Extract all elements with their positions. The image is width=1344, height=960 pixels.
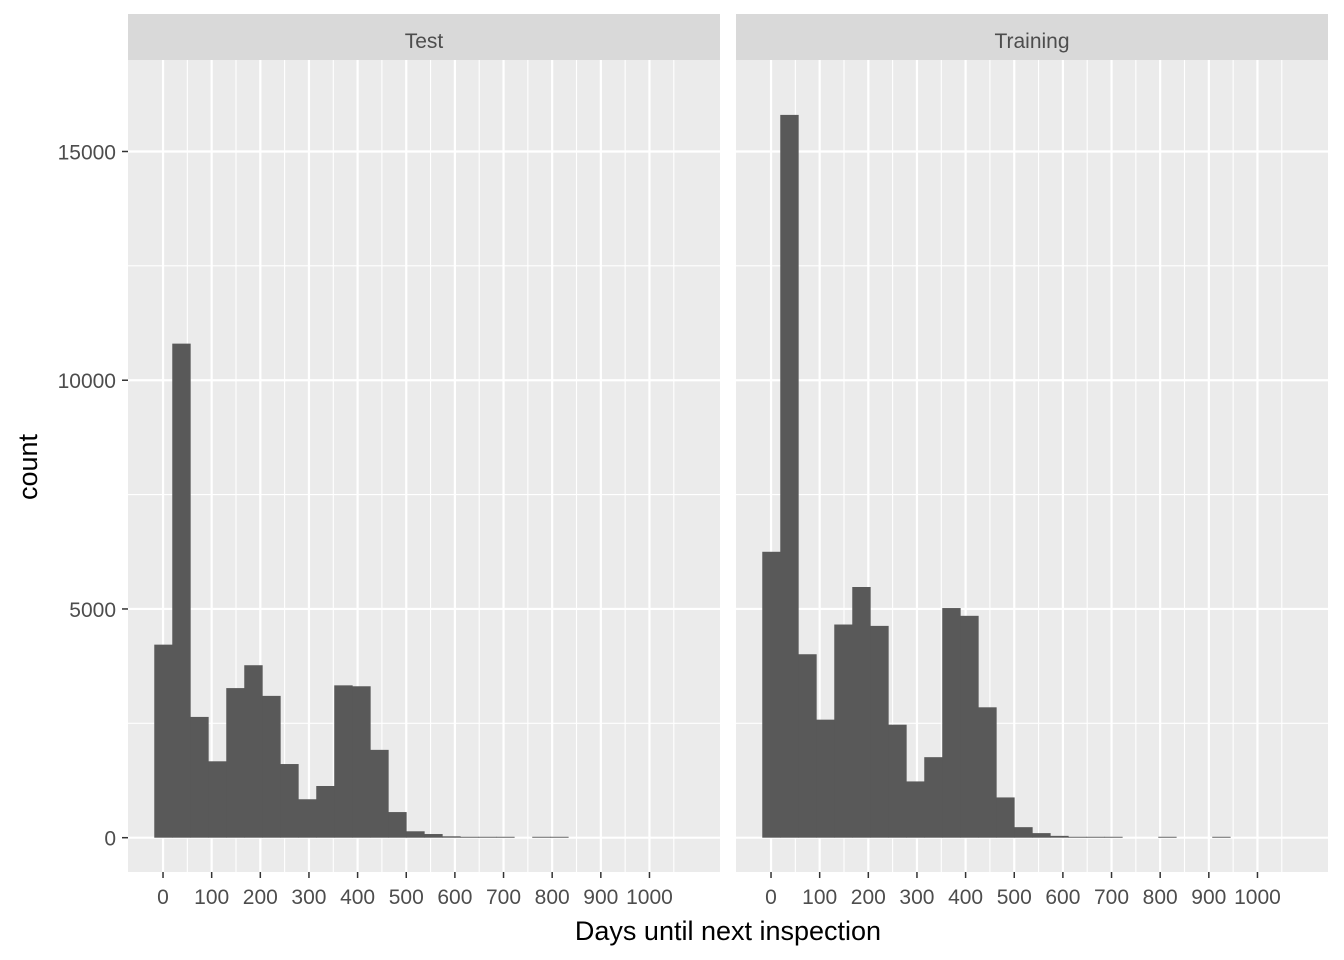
histogram-bar xyxy=(1068,836,1087,838)
panel-background xyxy=(128,60,720,872)
histogram-bar xyxy=(1104,836,1123,838)
histogram-bar xyxy=(406,831,425,838)
histogram-bar xyxy=(816,719,835,838)
histogram-bar xyxy=(370,749,389,838)
histogram-bar xyxy=(460,836,479,838)
x-tick-label: 400 xyxy=(340,886,375,909)
histogram-bar xyxy=(834,624,853,838)
x-tick-label: 1000 xyxy=(626,886,673,909)
histogram-bar xyxy=(154,644,173,838)
histogram-bar xyxy=(888,724,907,838)
x-tick-label: 0 xyxy=(157,886,169,909)
histogram-bar xyxy=(996,797,1015,838)
histogram-bar xyxy=(924,757,943,838)
histogram-bar xyxy=(798,654,817,838)
y-axis: 0 5000 10000 15000 xyxy=(58,141,128,851)
histogram-bar xyxy=(1050,835,1069,838)
histogram-bar xyxy=(298,799,317,838)
histogram-bars xyxy=(762,114,1231,838)
histogram-bar xyxy=(334,685,353,838)
x-tick-label: 900 xyxy=(1191,886,1226,909)
y-tick-label: 10000 xyxy=(58,370,116,393)
x-tick-label: 500 xyxy=(389,886,424,909)
facet-strip-label: Training xyxy=(994,30,1069,53)
histogram-bar xyxy=(244,665,263,838)
facet-strip xyxy=(128,14,720,60)
histogram-bar xyxy=(870,625,889,838)
facet-panel-training: Training 0 100 200 300 400 500 600 700 800 900 100… xyxy=(736,14,1328,909)
histogram-bars xyxy=(154,343,569,838)
histogram-bar xyxy=(1158,836,1177,838)
x-tick-label: 500 xyxy=(997,886,1032,909)
histogram-bar xyxy=(1086,836,1105,838)
histogram-bar xyxy=(762,551,781,838)
x-axis-ticks: 0 100 200 300 400 500 600 700 800 900 1000 xyxy=(765,872,1281,909)
x-tick-label: 700 xyxy=(1094,886,1129,909)
x-tick-label: 300 xyxy=(291,886,326,909)
x-axis-title: Days until next inspection xyxy=(575,916,881,946)
histogram-bar xyxy=(906,781,925,838)
histogram-bar xyxy=(424,834,443,838)
histogram-bar xyxy=(352,686,371,838)
histogram-bar xyxy=(172,343,191,838)
histogram-bar xyxy=(1032,833,1051,838)
x-tick-label: 200 xyxy=(851,886,886,909)
x-tick-label: 600 xyxy=(1045,886,1080,909)
histogram-bar xyxy=(496,836,515,838)
x-tick-label: 300 xyxy=(899,886,934,909)
histogram-bar xyxy=(960,615,979,838)
y-axis-title: count xyxy=(13,433,43,500)
histogram-bar xyxy=(780,114,799,838)
histogram-bar xyxy=(942,608,961,838)
x-tick-label: 400 xyxy=(948,886,983,909)
x-tick-label: 800 xyxy=(1143,886,1178,909)
x-tick-label: 200 xyxy=(243,886,278,909)
facet-panel-test: Test 0 100 200 300 400 500 600 700 800 900 1000 xyxy=(128,14,720,909)
histogram-bar xyxy=(1212,836,1231,838)
y-tick-label: 15000 xyxy=(58,141,116,164)
facet-strip xyxy=(736,14,1328,60)
histogram-bar xyxy=(280,764,299,838)
x-tick-label: 600 xyxy=(437,886,472,909)
histogram-bar xyxy=(478,836,497,838)
histogram-bar xyxy=(226,688,245,838)
x-tick-label: 0 xyxy=(765,886,777,909)
y-tick-label: 5000 xyxy=(69,599,116,622)
x-tick-label: 1000 xyxy=(1234,886,1281,909)
histogram-bar xyxy=(550,836,569,838)
histogram-bar xyxy=(852,586,871,838)
histogram-bar xyxy=(388,812,407,838)
facet-strip-label: Test xyxy=(405,30,444,53)
histogram-bar xyxy=(190,716,209,838)
x-axis-ticks: 0 100 200 300 400 500 600 700 800 900 1000 xyxy=(157,872,673,909)
histogram-bar xyxy=(1014,827,1033,838)
x-tick-label: 800 xyxy=(535,886,570,909)
x-tick-label: 900 xyxy=(583,886,618,909)
x-tick-label: 100 xyxy=(802,886,837,909)
histogram-bar xyxy=(978,707,997,838)
y-tick-label: 0 xyxy=(104,828,116,851)
histogram-bar xyxy=(262,695,281,838)
x-tick-label: 700 xyxy=(486,886,521,909)
histogram-bar xyxy=(208,761,227,838)
histogram-bar xyxy=(316,785,335,838)
histogram-bar xyxy=(442,836,461,838)
histogram-bar xyxy=(532,836,551,838)
x-tick-label: 100 xyxy=(194,886,229,909)
